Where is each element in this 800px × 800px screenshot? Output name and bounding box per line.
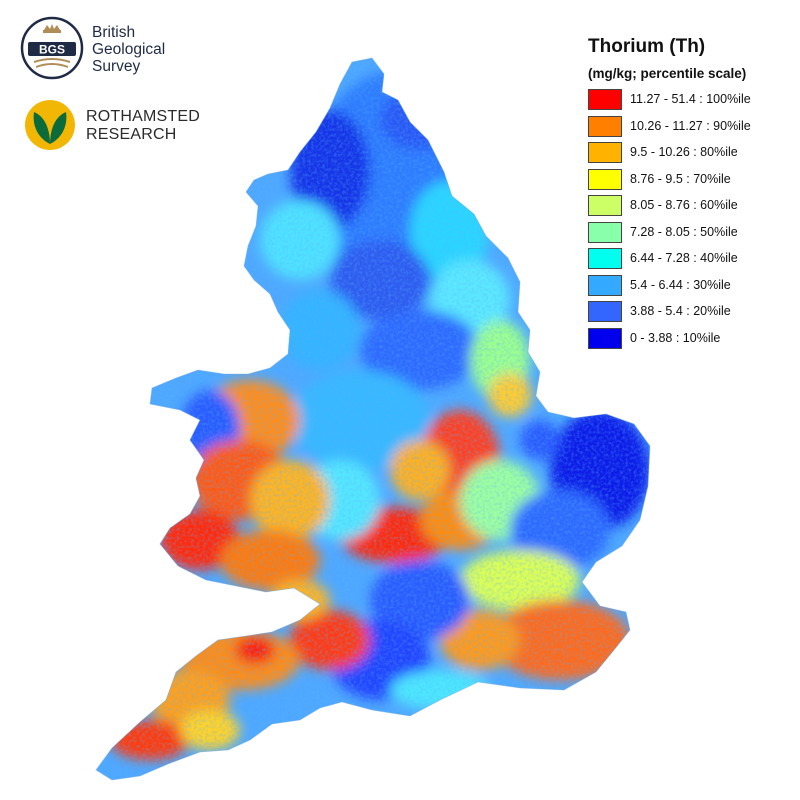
legend-label: 10.26 - 11.27 : 90%ile — [630, 118, 751, 133]
legend-label: 5.4 - 6.44 : 30%ile — [630, 277, 731, 292]
bgs-wordmark: British Geological Survey — [92, 24, 165, 75]
legend-item: 8.76 - 9.5 : 70%ile — [586, 168, 791, 196]
bgs-logo: BGS British Geological Survey — [18, 14, 248, 80]
legend-swatch — [588, 115, 622, 137]
legend-label: 0 - 3.88 : 10%ile — [630, 330, 721, 345]
rothamsted-wordmark: ROTHAMSTED RESEARCH — [86, 108, 200, 144]
legend-label: 11.27 - 51.4 : 100%ile — [630, 92, 751, 106]
bgs-line-3: Survey — [92, 58, 141, 75]
bgs-line-2: Geological — [92, 41, 166, 58]
rothamsted-emblem-icon — [25, 100, 75, 150]
legend-label: 8.76 - 9.5 : 70%ile — [630, 171, 731, 186]
bgs-emblem-icon: BGS — [20, 16, 84, 80]
legend-swatch — [588, 274, 622, 296]
legend-item: 7.28 - 8.05 : 50%ile — [586, 221, 791, 249]
legend-item: 9.5 - 10.26 : 80%ile — [586, 142, 791, 169]
rothamsted-line-2: RESEARCH — [86, 126, 177, 143]
bgs-badge-text: BGS — [39, 43, 65, 57]
bgs-line-1: British — [92, 24, 136, 41]
rothamsted-line-1: ROTHAMSTED — [86, 108, 200, 125]
legend-label: 3.88 - 5.4 : 20%ile — [630, 304, 731, 318]
legend-item: 10.26 - 11.27 : 90%ile — [586, 115, 791, 143]
legend-swatch — [588, 168, 622, 190]
legend-item: 8.05 - 8.76 : 60%ile — [586, 195, 791, 222]
legend: Thorium (Th) (mg/kg; percentile scale) 1… — [586, 36, 791, 354]
legend-items: 11.27 - 51.4 : 100%ile 10.26 - 11.27 : 90… — [586, 89, 791, 354]
legend-title: Thorium (Th) — [588, 36, 706, 57]
legend-label: 8.05 - 8.76 : 60%ile — [630, 198, 738, 212]
legend-swatch — [588, 195, 622, 216]
legend-subtitle: (mg/kg; percentile scale) — [588, 66, 747, 81]
legend-label: 6.44 - 7.28 : 40%ile — [630, 251, 738, 265]
legend-label: 9.5 - 10.26 : 80%ile — [630, 145, 738, 159]
legend-swatch — [588, 142, 622, 163]
legend-swatch — [588, 221, 622, 243]
legend-swatch — [588, 327, 622, 349]
legend-item: 11.27 - 51.4 : 100%ile — [586, 89, 791, 116]
legend-item: 0 - 3.88 : 10%ile — [586, 327, 791, 355]
legend-item: 6.44 - 7.28 : 40%ile — [586, 248, 791, 275]
legend-swatch — [588, 89, 622, 110]
legend-item: 3.88 - 5.4 : 20%ile — [586, 301, 791, 328]
legend-swatch — [588, 301, 622, 322]
legend-item: 5.4 - 6.44 : 30%ile — [586, 274, 791, 302]
legend-label: 7.28 - 8.05 : 50%ile — [630, 224, 738, 239]
rothamsted-logo: ROTHAMSTED RESEARCH — [18, 96, 248, 154]
legend-swatch — [588, 248, 622, 269]
